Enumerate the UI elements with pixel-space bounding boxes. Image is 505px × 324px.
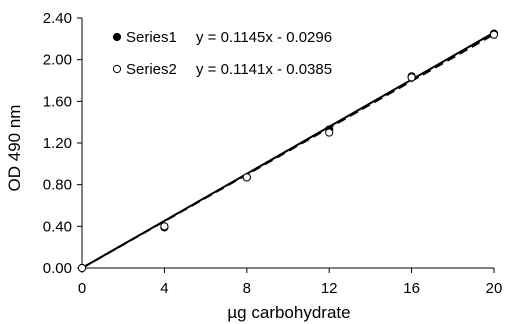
x-axis-title: µg carbohydrate — [227, 303, 350, 322]
x-axis-ticks: 0 4 8 12 16 20 — [78, 268, 503, 297]
y-axis-title: OD 490 nm — [5, 105, 24, 192]
y-tick-label: 2.00 — [43, 52, 72, 69]
legend-marker-series2 — [112, 64, 122, 74]
trendline-equation-series2: y = 0.1141x - 0.0385 — [196, 61, 332, 78]
trendline-series2 — [81, 33, 495, 269]
legend-label-series2: Series2 — [126, 61, 177, 78]
data-points — [77, 29, 499, 273]
data-point-series2 — [242, 173, 251, 182]
y-tick-label: 1.60 — [43, 93, 72, 110]
legend-marker-series1 — [112, 32, 122, 42]
data-point-series2 — [407, 73, 416, 82]
y-tick-label: 0.80 — [43, 177, 72, 194]
x-tick-label: 20 — [486, 280, 503, 297]
legend-label-series1: Series1 — [126, 29, 177, 46]
data-point-series2 — [325, 128, 334, 137]
data-point-series2 — [77, 263, 87, 273]
data-point-series2 — [160, 222, 169, 231]
x-tick-label: 0 — [78, 280, 86, 297]
y-tick-label: 0.40 — [43, 218, 72, 235]
y-axis-ticks: 0.00 0.40 0.80 1.20 1.60 2.00 2.40 — [43, 10, 82, 277]
y-tick-label: 1.20 — [43, 135, 72, 152]
x-tick-label: 16 — [403, 280, 420, 297]
trendline-series1 — [81, 31, 495, 269]
y-tick-label: 2.40 — [43, 10, 72, 27]
data-point-series2 — [489, 30, 499, 39]
trendline-equation-series1: y = 0.1145x - 0.0296 — [196, 29, 332, 46]
x-tick-label: 4 — [160, 280, 168, 297]
x-tick-label: 12 — [321, 280, 338, 297]
trendlines — [81, 31, 495, 269]
x-tick-label: 8 — [243, 280, 251, 297]
legend: Series1 y = 0.1145x - 0.0296 Series2 y =… — [112, 29, 332, 78]
axes — [81, 18, 494, 269]
y-tick-label: 0.00 — [43, 260, 72, 277]
